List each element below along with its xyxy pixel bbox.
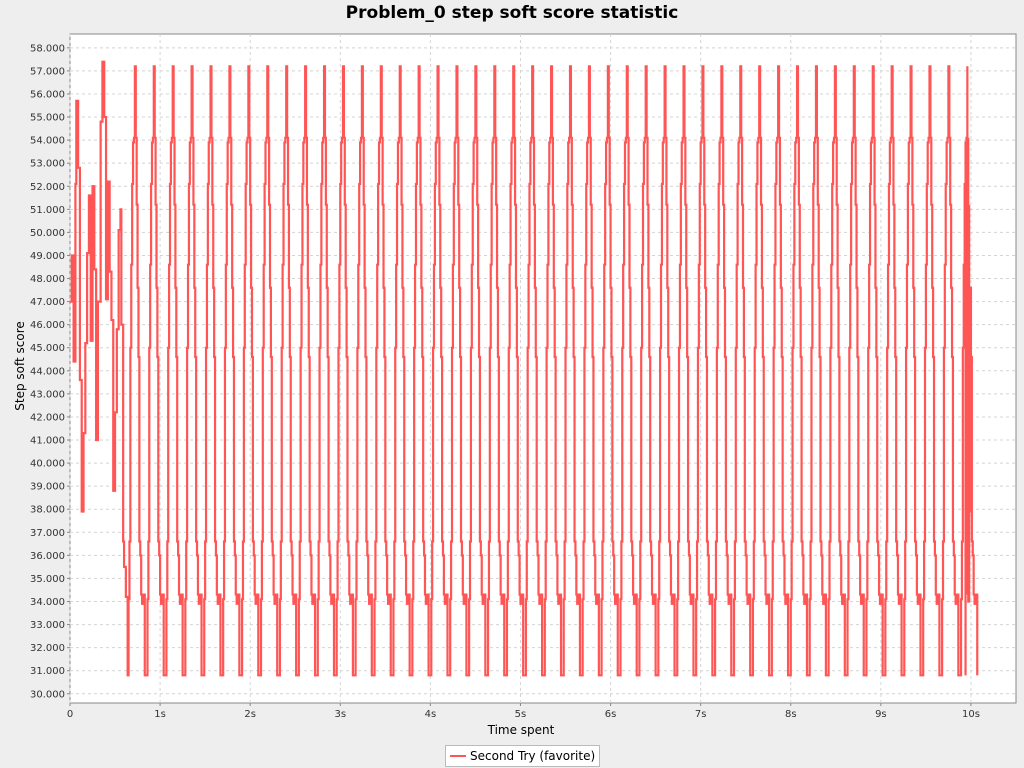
x-tick-label: 3s xyxy=(334,709,346,720)
y-tick-label: 57.000 xyxy=(30,66,65,77)
y-tick-label: 39.000 xyxy=(30,482,65,493)
y-tick-label: 38.000 xyxy=(30,505,65,516)
y-axis-label: Step soft score xyxy=(13,321,27,411)
legend-label: Second Try (favorite) xyxy=(470,749,596,763)
y-tick-label: 40.000 xyxy=(30,459,65,470)
y-tick-label: 43.000 xyxy=(30,389,65,400)
x-tick-label: 10s xyxy=(962,709,980,720)
y-tick-label: 51.000 xyxy=(30,205,65,216)
y-tick-label: 55.000 xyxy=(30,113,65,124)
x-tick-label: 1s xyxy=(154,709,166,720)
x-tick-label: 6s xyxy=(605,709,617,720)
x-tick-label: 4s xyxy=(425,709,437,720)
x-tick-label: 7s xyxy=(695,709,707,720)
y-tick-label: 45.000 xyxy=(30,343,65,354)
x-tick-label: 0 xyxy=(67,709,73,720)
x-tick-label: 8s xyxy=(785,709,797,720)
series-layer xyxy=(70,60,979,677)
legend: Second Try (favorite) xyxy=(445,745,601,767)
y-tick-label: 56.000 xyxy=(30,89,65,100)
x-tick-label: 2s xyxy=(244,709,256,720)
y-tick-label: 52.000 xyxy=(30,182,65,193)
y-tick-label: 54.000 xyxy=(30,136,65,147)
y-tick-label: 41.000 xyxy=(30,436,65,447)
x-tick-label: 9s xyxy=(875,709,887,720)
y-tick-label: 42.000 xyxy=(30,412,65,423)
y-tick-label: 32.000 xyxy=(30,643,65,654)
y-tick-label: 49.000 xyxy=(30,251,65,262)
series-line xyxy=(70,60,979,677)
y-tick-label: 46.000 xyxy=(30,320,65,331)
y-tick-label: 36.000 xyxy=(30,551,65,562)
x-axis-label: Time spent xyxy=(487,723,555,737)
y-tick-label: 48.000 xyxy=(30,274,65,285)
y-tick-label: 53.000 xyxy=(30,159,65,170)
x-tick-label: 5s xyxy=(515,709,527,720)
chart-title: Problem_0 step soft score statistic xyxy=(345,3,679,23)
y-tick-label: 33.000 xyxy=(30,620,65,631)
y-tick-label: 47.000 xyxy=(30,297,65,308)
y-tick-label: 30.000 xyxy=(30,689,65,700)
legend-swatch xyxy=(450,755,466,757)
y-tick-label: 31.000 xyxy=(30,666,65,677)
y-tick-label: 37.000 xyxy=(30,528,65,539)
y-tick-label: 44.000 xyxy=(30,366,65,377)
axis-ticks: 30.000 31.000 32.000 33.000 34.000 35.000 36.0… xyxy=(30,43,980,720)
y-tick-label: 50.000 xyxy=(30,228,65,239)
y-tick-label: 35.000 xyxy=(30,574,65,585)
y-tick-label: 58.000 xyxy=(30,43,65,54)
y-tick-label: 34.000 xyxy=(30,597,65,608)
